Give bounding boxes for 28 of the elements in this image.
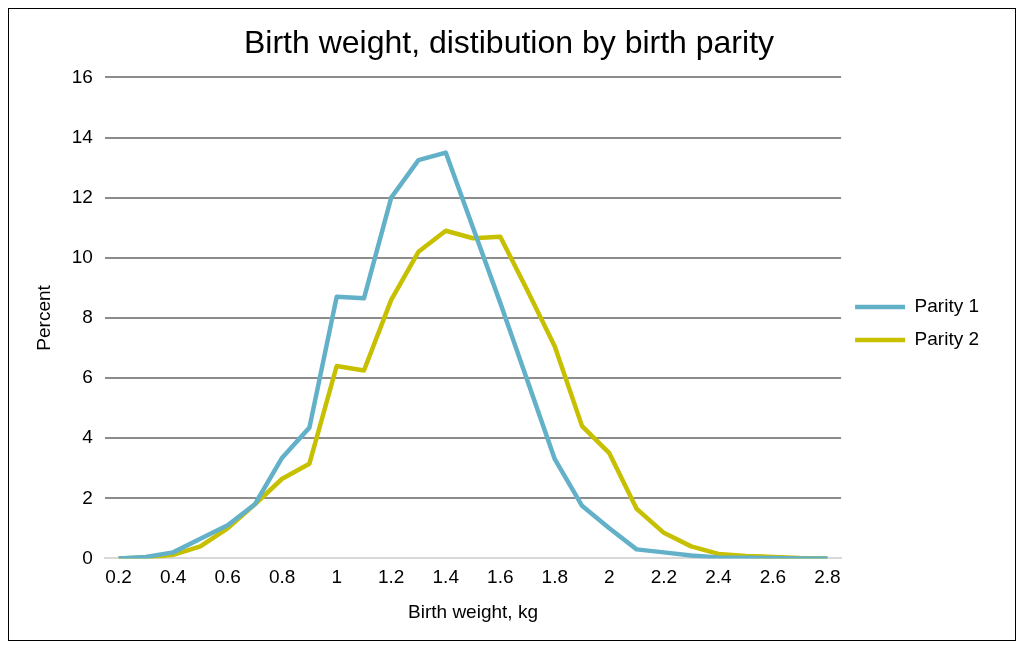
x-tick-label: 0.8 [268,566,296,588]
y-tick-label: 16 [71,65,93,87]
x-tick-label: 0.4 [159,566,187,588]
x-tick-label: 0.2 [105,566,132,588]
y-tick-label: 10 [71,246,93,268]
x-tick-label: 1 [331,566,342,588]
x-axis-title: Birth weight, kg [408,600,538,622]
y-tick-label: 2 [82,486,93,508]
y-tick-label: 8 [82,306,93,328]
y-tick-label: 6 [82,366,93,388]
y-tick-label: 0 [82,546,93,568]
x-tick-label: 1.8 [541,566,569,588]
x-tick-label: 1.4 [432,566,460,588]
x-tick-label: 1.6 [487,566,514,588]
chart-title: Birth weight, distibution by birth parity [243,24,775,61]
y-tick-label: 12 [71,185,93,207]
x-tick-label: 2.8 [814,566,841,588]
y-axis-title: Percent [32,284,54,351]
x-tick-label: 2.2 [650,566,678,588]
x-tick-label: 2.6 [759,566,787,588]
x-tick-label: 0.6 [214,566,241,588]
x-tick-label: 2 [604,566,615,588]
y-tick-label: 14 [71,125,94,147]
x-tick-label: 2.4 [705,566,733,588]
x-tick-label: 1.2 [378,566,405,588]
legend-label: Parity 1 [914,295,980,317]
legend-label: Parity 2 [914,328,980,350]
y-tick-label: 4 [82,426,94,448]
